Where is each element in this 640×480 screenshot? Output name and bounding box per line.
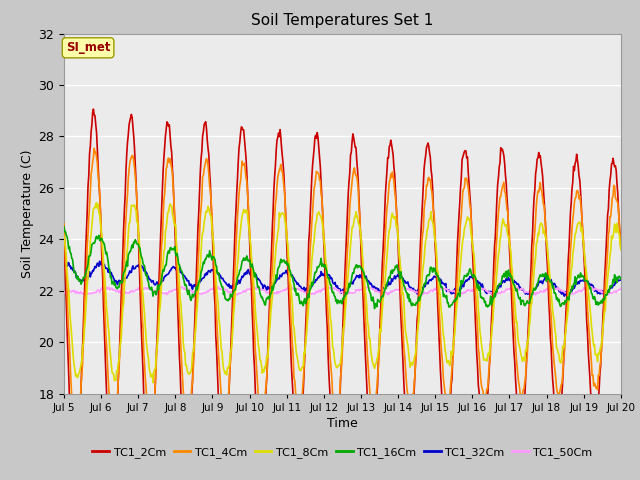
Legend: TC1_2Cm, TC1_4Cm, TC1_8Cm, TC1_16Cm, TC1_32Cm, TC1_50Cm: TC1_2Cm, TC1_4Cm, TC1_8Cm, TC1_16Cm, TC1… [88, 443, 596, 462]
X-axis label: Time: Time [327, 417, 358, 430]
Title: Soil Temperatures Set 1: Soil Temperatures Set 1 [252, 13, 433, 28]
Text: SI_met: SI_met [66, 41, 110, 54]
Y-axis label: Soil Temperature (C): Soil Temperature (C) [21, 149, 34, 278]
